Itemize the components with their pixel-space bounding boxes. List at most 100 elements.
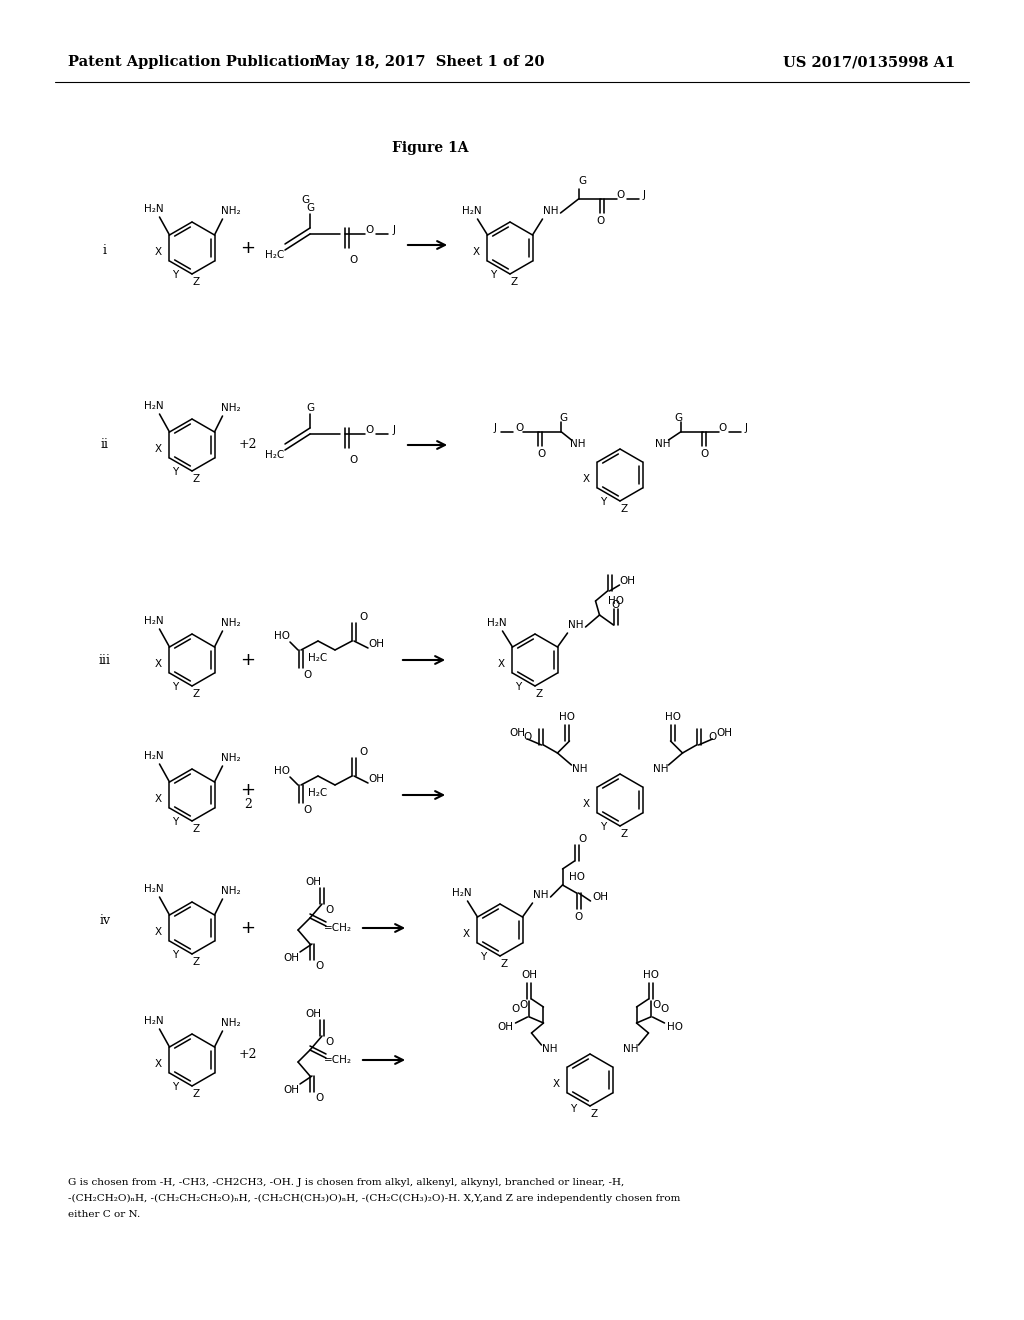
Text: J: J bbox=[643, 190, 646, 201]
Text: NH₂: NH₂ bbox=[221, 1018, 241, 1028]
Text: Z: Z bbox=[193, 824, 200, 834]
Text: Y: Y bbox=[600, 821, 606, 832]
Text: X: X bbox=[463, 929, 470, 939]
Text: NH: NH bbox=[543, 206, 558, 216]
Text: X: X bbox=[155, 444, 162, 454]
Text: NH: NH bbox=[532, 890, 548, 900]
Text: O: O bbox=[616, 190, 625, 201]
Text: NH: NH bbox=[569, 440, 586, 449]
Text: HO: HO bbox=[642, 970, 658, 979]
Text: H₂C: H₂C bbox=[265, 450, 285, 459]
Text: H₂C: H₂C bbox=[308, 653, 328, 663]
Text: iii: iii bbox=[99, 653, 111, 667]
Text: O: O bbox=[326, 1038, 334, 1047]
Text: OH: OH bbox=[283, 953, 299, 964]
Text: +: + bbox=[241, 651, 256, 669]
Text: +2: +2 bbox=[239, 438, 257, 451]
Text: X: X bbox=[155, 247, 162, 257]
Text: O: O bbox=[596, 216, 604, 226]
Text: H₂N: H₂N bbox=[143, 616, 163, 626]
Text: =CH₂: =CH₂ bbox=[324, 1055, 352, 1065]
Text: O: O bbox=[304, 805, 312, 814]
Text: O: O bbox=[652, 1001, 660, 1010]
Text: Z: Z bbox=[193, 689, 200, 700]
Text: G: G bbox=[579, 176, 587, 186]
Text: H₂C: H₂C bbox=[265, 249, 285, 260]
Text: O: O bbox=[366, 425, 374, 436]
Text: O: O bbox=[574, 912, 583, 921]
Text: O: O bbox=[350, 455, 358, 465]
Text: J: J bbox=[745, 422, 748, 433]
Text: O: O bbox=[519, 1001, 527, 1010]
Text: NH: NH bbox=[623, 1044, 638, 1053]
Text: J: J bbox=[392, 224, 395, 235]
Text: =CH₂: =CH₂ bbox=[324, 923, 352, 933]
Text: X: X bbox=[155, 1059, 162, 1069]
Text: NH₂: NH₂ bbox=[221, 618, 241, 628]
Text: OH: OH bbox=[283, 1085, 299, 1096]
Text: H₂N: H₂N bbox=[452, 888, 471, 898]
Text: H₂C: H₂C bbox=[308, 788, 328, 799]
Text: OH: OH bbox=[305, 876, 321, 887]
Text: HO: HO bbox=[274, 766, 290, 776]
Text: +: + bbox=[241, 919, 256, 937]
Text: NH₂: NH₂ bbox=[221, 886, 241, 896]
Text: Y: Y bbox=[480, 952, 486, 961]
Text: HO: HO bbox=[667, 1022, 683, 1032]
Text: Z: Z bbox=[621, 504, 628, 513]
Text: O: O bbox=[709, 733, 717, 742]
Text: Z: Z bbox=[510, 277, 517, 286]
Text: NH: NH bbox=[654, 440, 671, 449]
Text: X: X bbox=[583, 474, 590, 484]
Text: NH₂: NH₂ bbox=[221, 403, 241, 413]
Text: OH: OH bbox=[593, 892, 608, 902]
Text: O: O bbox=[515, 422, 523, 433]
Text: NH: NH bbox=[571, 764, 587, 774]
Text: X: X bbox=[155, 659, 162, 669]
Text: HO: HO bbox=[559, 711, 575, 722]
Text: G: G bbox=[306, 203, 314, 213]
Text: May 18, 2017  Sheet 1 of 20: May 18, 2017 Sheet 1 of 20 bbox=[315, 55, 545, 69]
Text: H₂N: H₂N bbox=[143, 1016, 163, 1026]
Text: Y: Y bbox=[489, 269, 496, 280]
Text: OH: OH bbox=[368, 639, 384, 649]
Text: H₂N: H₂N bbox=[143, 401, 163, 411]
Text: Y: Y bbox=[570, 1104, 577, 1114]
Text: O: O bbox=[359, 612, 368, 622]
Text: NH: NH bbox=[542, 1044, 557, 1053]
Text: H₂N: H₂N bbox=[143, 205, 163, 214]
Text: Y: Y bbox=[600, 496, 606, 507]
Text: OH: OH bbox=[620, 576, 636, 586]
Text: O: O bbox=[538, 449, 546, 459]
Text: J: J bbox=[494, 422, 497, 433]
Text: HO: HO bbox=[274, 631, 290, 642]
Text: H₂N: H₂N bbox=[462, 206, 481, 216]
Text: Z: Z bbox=[193, 474, 200, 484]
Text: HO: HO bbox=[665, 711, 681, 722]
Text: Z: Z bbox=[591, 1109, 598, 1119]
Text: G is chosen from -H, -CH3, -CH2CH3, -OH. J is chosen from alkyl, alkenyl, alkyny: G is chosen from -H, -CH3, -CH2CH3, -OH.… bbox=[68, 1177, 625, 1187]
Text: O: O bbox=[326, 906, 334, 915]
Text: X: X bbox=[583, 799, 590, 809]
Text: OH: OH bbox=[368, 774, 384, 784]
Text: H₂N: H₂N bbox=[486, 618, 506, 628]
Text: Y: Y bbox=[172, 817, 178, 826]
Text: O: O bbox=[660, 1005, 669, 1014]
Text: OH: OH bbox=[305, 1008, 321, 1019]
Text: 2: 2 bbox=[244, 799, 252, 812]
Text: X: X bbox=[552, 1078, 559, 1089]
Text: O: O bbox=[315, 1093, 325, 1104]
Text: OH: OH bbox=[510, 729, 525, 738]
Text: -(CH₂CH₂O)ₙH, -(CH₂CH₂CH₂O)ₙH, -(CH₂CH(CH₃)O)ₙH, -(CH₂C(CH₃)₂O)-H. X,Y,and Z are: -(CH₂CH₂O)ₙH, -(CH₂CH₂CH₂O)ₙH, -(CH₂CH(C… bbox=[68, 1195, 680, 1203]
Text: X: X bbox=[472, 247, 479, 257]
Text: G: G bbox=[559, 413, 567, 422]
Text: HO: HO bbox=[607, 597, 624, 606]
Text: either C or N.: either C or N. bbox=[68, 1210, 140, 1218]
Text: Y: Y bbox=[172, 467, 178, 477]
Text: H₂N: H₂N bbox=[143, 884, 163, 894]
Text: O: O bbox=[366, 224, 374, 235]
Text: Patent Application Publication: Patent Application Publication bbox=[68, 55, 319, 69]
Text: G: G bbox=[301, 195, 309, 205]
Text: iv: iv bbox=[99, 913, 111, 927]
Text: G: G bbox=[306, 403, 314, 413]
